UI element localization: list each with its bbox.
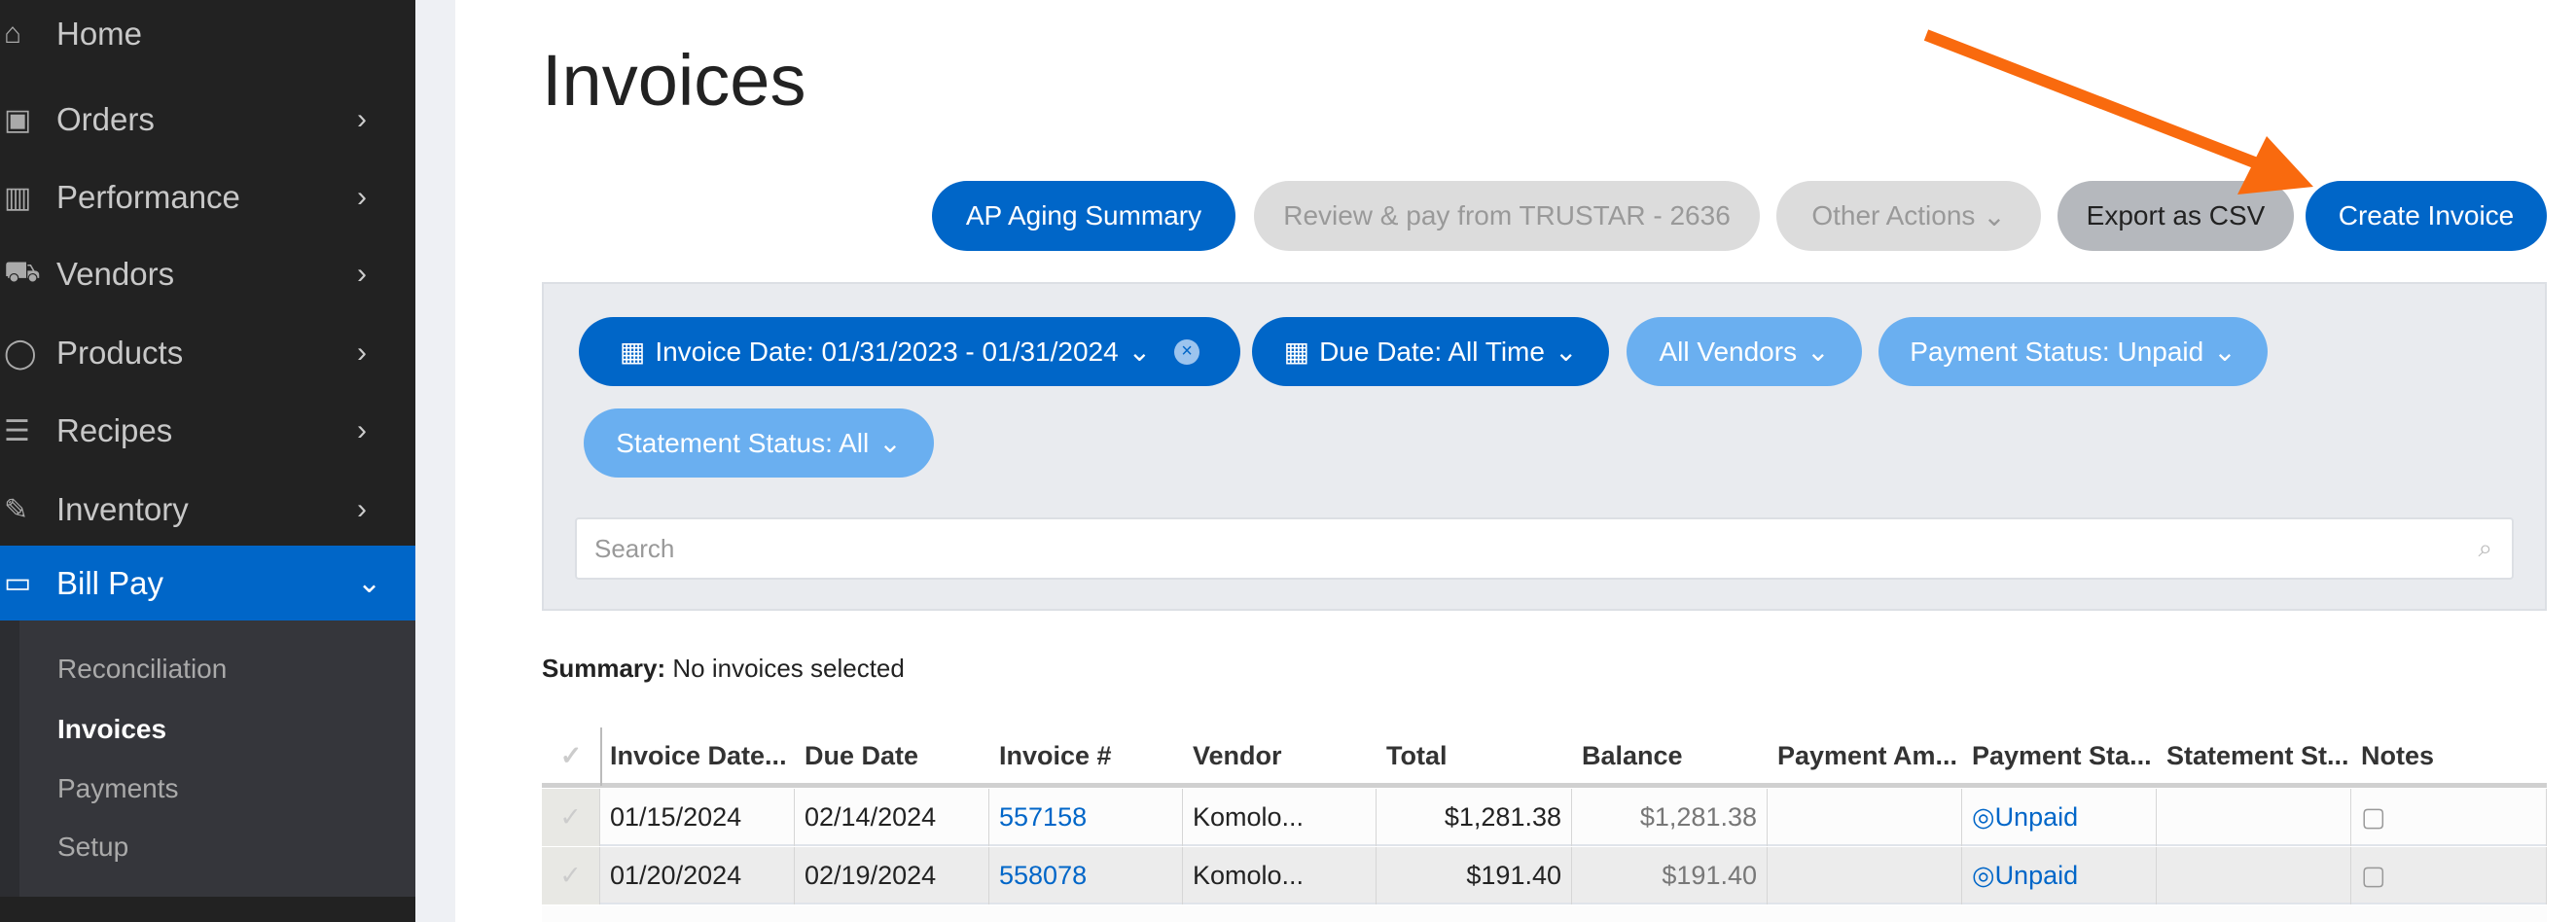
orders-icon: ▣ (4, 103, 32, 136)
sidebar-item-orders[interactable]: ▣ Orders › (0, 86, 415, 154)
chevron-down-icon: ⌄ (1807, 337, 1830, 367)
chevron-right-icon: › (357, 337, 367, 369)
table-row[interactable] (542, 789, 2547, 846)
review-pay-button[interactable]: Review & pay from TRUSTAR - 2636 (1254, 181, 1760, 251)
payment-status-filter[interactable]: Payment Status: Unpaid ⌄ (1878, 317, 2268, 386)
cell-payment-status: ◎ Unpaid (1962, 847, 2157, 904)
sidebar-item-inventory[interactable]: ✎ Inventory › (0, 476, 415, 544)
submenu-reconciliation[interactable]: Reconciliation (57, 654, 228, 684)
notes-icon[interactable]: ▢ (2351, 789, 2547, 846)
chevron-down-icon: ⌄ (1127, 337, 1152, 367)
cell-invoice-date: 01/20/2024 (600, 847, 795, 904)
sidebar-item-home[interactable]: ⌂ Home (0, 0, 415, 68)
edit-icon: ✎ (4, 493, 29, 526)
cell-invoice-no[interactable]: 558078 (989, 847, 1183, 904)
table-row[interactable] (542, 847, 2547, 904)
chevron-right-icon: › (357, 103, 367, 135)
arrow-shaft (1923, 29, 2260, 169)
status-icon: ◎ (1972, 802, 1995, 832)
chevron-down-icon: ⌄ (1983, 200, 2006, 231)
clear-filter-icon[interactable]: × (1174, 338, 1200, 365)
card-icon: ▭ (4, 567, 32, 599)
row-checkbox[interactable]: ✓ (542, 847, 600, 904)
cell-vendor: Komolo... (1183, 789, 1377, 846)
column-header[interactable]: Notes (2361, 741, 2435, 770)
vendors-filter[interactable]: All Vendors ⌄ (1627, 317, 1862, 386)
chevron-down-icon: ⌄ (2213, 337, 2236, 367)
select-all-checkbox[interactable]: ✓ (559, 741, 583, 770)
arrow-head (2237, 136, 2313, 195)
sidebar-item-vendors[interactable]: ⛟ Vendors › (0, 240, 415, 308)
other-actions-label: Other Actions (1811, 200, 1976, 230)
status-icon: ◎ (1972, 861, 1995, 890)
sidebar-item-recipes[interactable]: ☰ Recipes › (0, 397, 415, 465)
cell-total: $1,281.38 (1377, 789, 1572, 846)
sidebar-item-performance[interactable]: ▥ Performance › (0, 163, 415, 231)
column-header[interactable]: Payment Sta... (1972, 741, 2152, 770)
column-header[interactable]: Balance (1582, 741, 1683, 770)
header-separator (600, 727, 602, 786)
search-icon: ⌕ (2478, 533, 2492, 562)
column-header[interactable]: Invoice # (999, 741, 1112, 770)
column-header[interactable]: Invoice Date... (610, 741, 787, 770)
cell-due-date: 02/19/2024 (795, 847, 989, 904)
column-header[interactable]: Vendor (1193, 741, 1282, 770)
cell-statement-status (2157, 789, 2351, 846)
cell-due-date: 02/14/2024 (795, 789, 989, 846)
calendar-icon: ▦ (1283, 337, 1310, 367)
notes-icon[interactable]: ▢ (2351, 847, 2547, 904)
due-date-filter[interactable]: ▦ Due Date: All Time ⌄ (1252, 317, 1609, 386)
truck-icon: ⛟ (4, 256, 41, 288)
sidebar-item-bill-pay[interactable]: ▭ Bill Pay ⌄ (0, 546, 415, 621)
header-divider (542, 783, 2547, 788)
bill-pay-submenu: Reconciliation Invoices Payments Setup (0, 621, 415, 897)
cell-invoice-date: 01/15/2024 (600, 789, 795, 846)
submenu-invoices[interactable]: Invoices (57, 714, 167, 744)
cell-vendor: Komolo... (1183, 847, 1377, 904)
gutter (415, 0, 455, 922)
chevron-right-icon: › (357, 258, 367, 290)
sidebar-item-products[interactable]: ◯ Products › (0, 319, 415, 387)
ap-aging-summary-button[interactable]: AP Aging Summary (932, 181, 1235, 251)
submenu-payments[interactable]: Payments (57, 773, 179, 803)
search-input[interactable]: Search ⌕ (575, 517, 2514, 580)
invoice-date-filter[interactable]: ▦ Invoice Date: 01/31/2023 - 01/31/2024 ⌄ × (579, 317, 1240, 386)
chevron-right-icon: › (357, 414, 367, 446)
column-header[interactable]: Statement St... (2166, 741, 2349, 770)
cell-balance: $191.40 (1572, 847, 1768, 904)
page-title: Invoices (542, 40, 806, 121)
chevron-down-icon: ⌄ (1554, 337, 1578, 367)
create-invoice-button[interactable]: Create Invoice (2306, 181, 2547, 251)
column-header[interactable]: Total (1386, 741, 1448, 770)
column-header[interactable]: Payment Am... (1777, 741, 1958, 770)
cell-invoice-no[interactable]: 557158 (989, 789, 1183, 846)
chart-icon: ▥ (4, 181, 32, 214)
home-icon: ⌂ (4, 18, 22, 50)
row-checkbox[interactable]: ✓ (542, 789, 600, 846)
cell-payment-status: ◎ Unpaid (1962, 789, 2157, 846)
other-actions-button[interactable]: Other Actions ⌄ (1776, 181, 2041, 251)
list-icon: ☰ (4, 414, 30, 447)
table-row[interactable] (542, 905, 2547, 922)
chevron-right-icon: › (357, 181, 367, 213)
cell-payment-amount (1768, 847, 1962, 904)
cell-payment-amount (1768, 789, 1962, 846)
apple-icon: ◯ (4, 337, 37, 370)
statement-status-filter[interactable]: Statement Status: All ⌄ (584, 408, 934, 478)
chevron-right-icon: › (357, 493, 367, 525)
column-header[interactable]: Due Date (805, 741, 919, 770)
summary: Summary: No invoices selected (542, 654, 905, 683)
cell-statement-status (2157, 847, 2351, 904)
cell-balance: $1,281.38 (1572, 789, 1768, 846)
calendar-icon: ▦ (619, 337, 646, 367)
submenu-setup[interactable]: Setup (57, 832, 129, 862)
chevron-down-icon: ⌄ (878, 428, 902, 458)
chevron-down-icon: ⌄ (357, 567, 382, 599)
cell-total: $191.40 (1377, 847, 1572, 904)
